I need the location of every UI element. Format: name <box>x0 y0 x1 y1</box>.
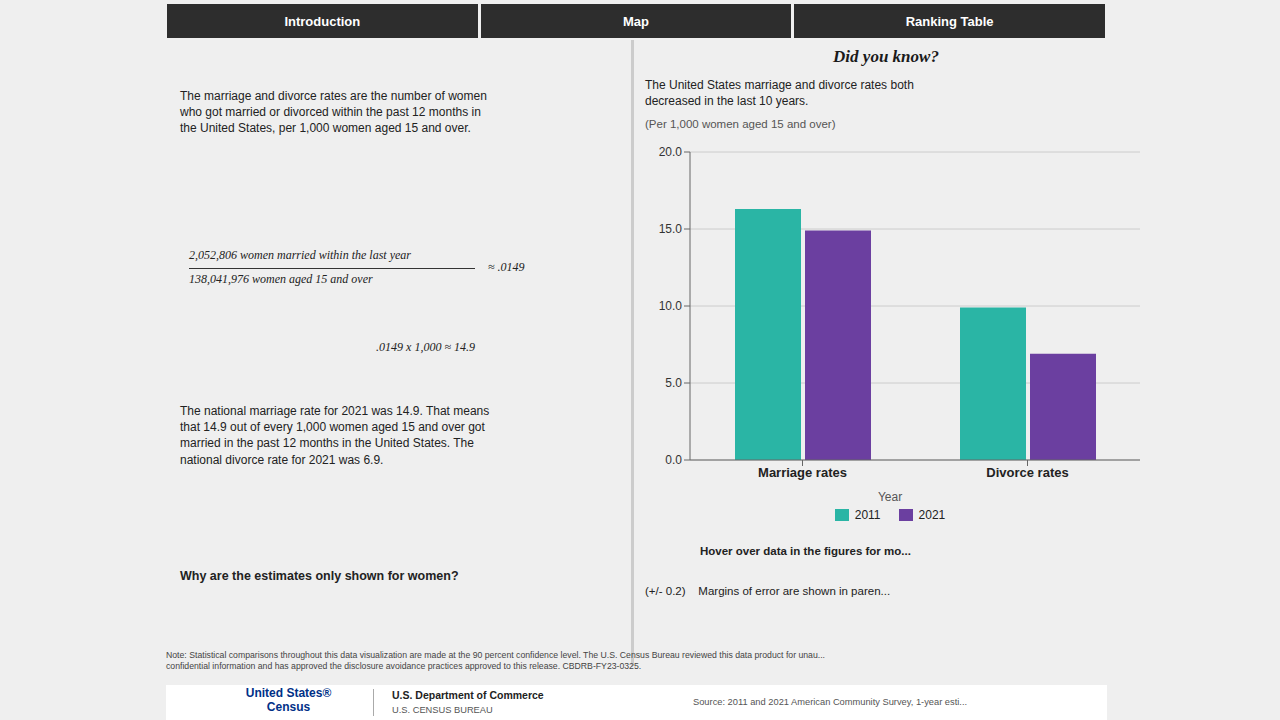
html-text:Ranking Table: Ranking Table <box>905 13 994 29</box>
html-text:2011: 2011 <box>854 508 881 522</box>
html-text:Did you know?: Did you know? <box>833 47 939 66</box>
svg-text:10.0: 10.0 <box>659 299 683 313</box>
svg-text:5.0: 5.0 <box>665 376 682 390</box>
svg-text:Marriage rates: Marriage rates <box>758 465 847 480</box>
html-text:(+/- 0.2) Margins of error are: (+/- 0.2) Margins of error are shown in … <box>645 585 891 597</box>
html-text:Source: 2011 and 2021 American: Source: 2011 and 2021 American Community… <box>693 697 968 707</box>
html-text:U.S. CENSUS BUREAU: U.S. CENSUS BUREAU <box>392 705 493 715</box>
html-text:Why are the estimates only sho: Why are the estimates only shown for wom… <box>180 569 459 583</box>
html-text:2021: 2021 <box>918 508 946 522</box>
html-text:The marriage and divorce rates: The marriage and divorce rates are the n… <box>180 89 487 136</box>
html-text:Year: Year <box>877 490 903 504</box>
html-text:United States® Census: United States® Census <box>245 686 332 714</box>
svg-text:20.0: 20.0 <box>659 145 683 159</box>
html-text:Hover over data in the figures: Hover over data in the figures for mo... <box>700 545 911 557</box>
html-text:(Per 1,000 women aged 15 and o: (Per 1,000 women aged 15 and over) <box>645 118 836 130</box>
html-text:138,041,976 women aged 15 and: 138,041,976 women aged 15 and over <box>189 272 373 286</box>
html-text:U.S. Department of Commerce: U.S. Department of Commerce <box>392 689 544 701</box>
html-text:2,052,806 women married within: 2,052,806 women married within the last … <box>189 248 411 262</box>
html-text:≈ .0149: ≈ .0149 <box>488 260 525 274</box>
html-text:Introduction: Introduction <box>284 13 361 29</box>
svg-text:Divorce rates: Divorce rates <box>986 465 1068 480</box>
svg-text:0.0: 0.0 <box>665 453 682 467</box>
html-text:Map: Map <box>623 13 649 29</box>
html-text:The United States marriage and: The United States marriage and divorce r… <box>645 78 914 108</box>
html-text:.0149 x 1,000 ≈ 14.9: .0149 x 1,000 ≈ 14.9 <box>376 340 475 354</box>
svg-text:15.0: 15.0 <box>659 222 683 236</box>
html-text:Note: Statistical comparisons: Note: Statistical comparisons throughout… <box>166 650 825 671</box>
html-text:The national marriage rate for: The national marriage rate for 2021 was … <box>180 404 490 467</box>
